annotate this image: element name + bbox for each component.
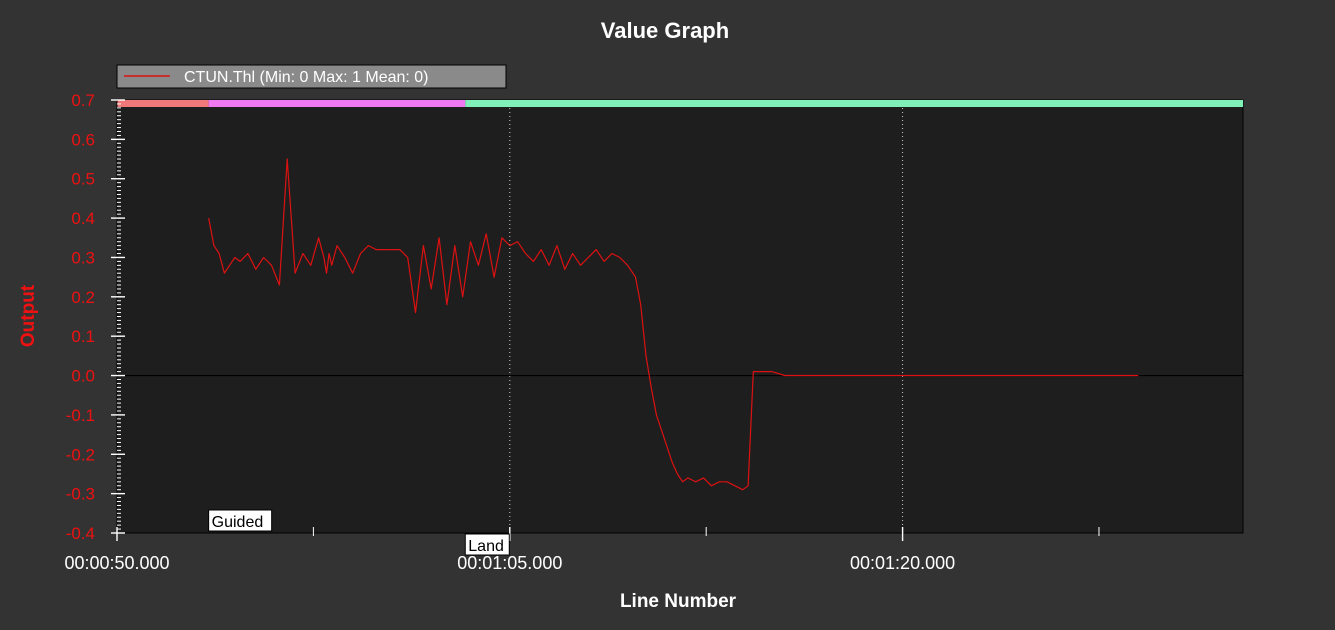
x-tick-label: 00:01:20.000	[850, 553, 955, 573]
y-tick-label: 0.6	[71, 130, 95, 149]
annotation-box	[464, 533, 510, 556]
y-axis-label: Output	[18, 284, 39, 347]
mode-bar-segment	[117, 100, 209, 107]
annotation-label: Land	[468, 538, 504, 555]
axes-layer: 0.7 0.6 0.5 0.4 0.3 0.2 0.1 0.0 -0.1 -0.2 -0.3 -0.4…	[64, 91, 1100, 573]
y-tick-label: -0.3	[66, 485, 95, 504]
y-tick-label: 0.4	[71, 209, 95, 228]
x-axis-label: Line Number	[620, 591, 737, 612]
y-tick-label: -0.4	[66, 524, 95, 543]
y-tick-label: -0.1	[66, 406, 95, 425]
series-line-ctun-thl	[208, 158, 1139, 491]
mode-bar-segment	[465, 100, 1243, 107]
annotation-box	[208, 509, 273, 532]
plot-area	[116, 99, 1244, 534]
mode-bar	[117, 100, 1243, 107]
legend[interactable]: CTUN.Thl (Min: 0 Max: 1 Mean: 0)	[116, 64, 507, 89]
x-tick-label: 00:01:05.000	[457, 553, 562, 573]
annotation-label: Guided	[212, 514, 264, 531]
legend-entry-label: CTUN.Thl (Min: 0 Max: 1 Mean: 0)	[184, 69, 429, 86]
y-tick-label: -0.2	[66, 445, 95, 464]
x-tick-label: 00:00:50.000	[64, 553, 169, 573]
y-tick-label: 0.7	[71, 91, 95, 110]
y-tick-label: 0.2	[71, 288, 95, 307]
series-layer	[208, 158, 1139, 491]
annotations-layer: Guided Land	[208, 509, 510, 556]
legend-box	[116, 64, 507, 89]
y-tick-label: 0.5	[71, 170, 95, 189]
chart-title: Value Graph	[601, 18, 729, 43]
y-tick-label: 0.1	[71, 327, 95, 346]
y-tick-label: 0.3	[71, 248, 95, 267]
y-tick-label: 0.0	[71, 367, 95, 386]
mode-bar-segment	[208, 100, 466, 107]
